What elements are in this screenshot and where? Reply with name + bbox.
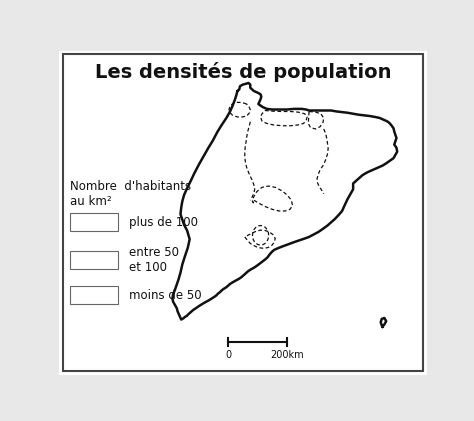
Text: 0: 0 [225,350,231,360]
Text: Les densités de population: Les densités de population [95,62,391,82]
Bar [70,250,118,269]
Bar [70,286,118,304]
Bar [70,213,118,231]
Text: Rouge: Rouge [82,218,106,227]
Text: entre 50
et 100: entre 50 et 100 [129,245,179,274]
Text: 200km: 200km [270,350,304,360]
Text: Jaune: Jaune [83,291,105,300]
Text: Orange: Orange [80,255,108,264]
Text: plus de 100: plus de 100 [129,216,198,229]
Text: moins de 50: moins de 50 [129,289,201,302]
Text: Nombre  d'habitants
au km²: Nombre d'habitants au km² [70,180,191,208]
